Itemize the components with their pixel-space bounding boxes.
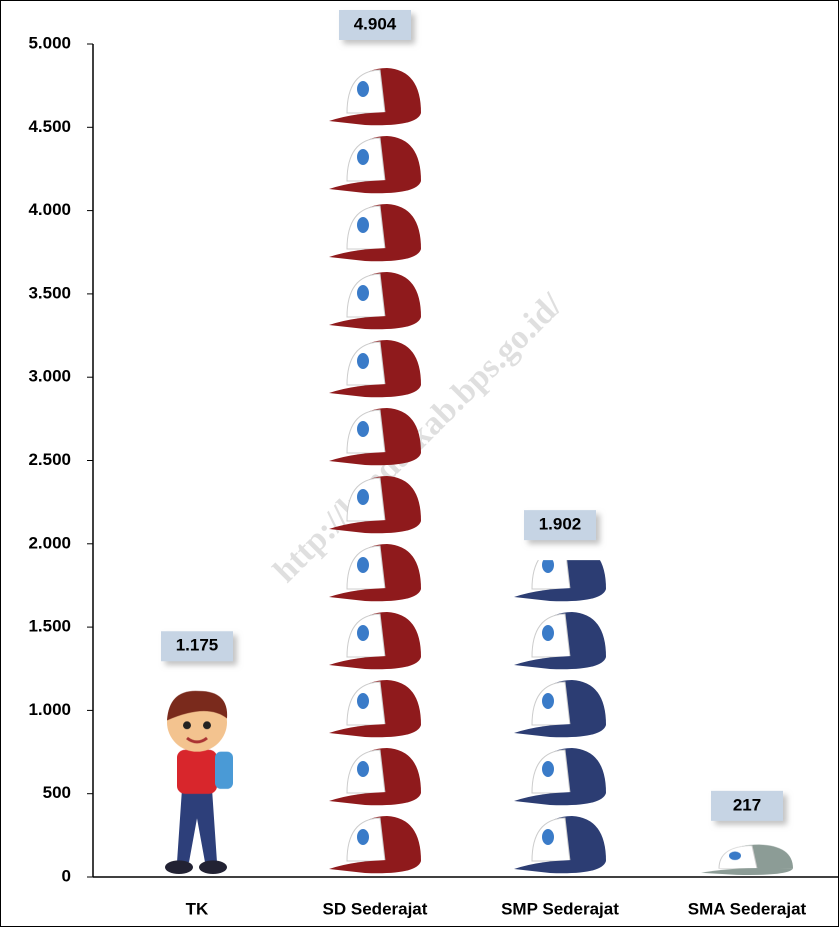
value-label: 1.175 xyxy=(176,636,219,655)
x-tick-label: SMP Sederajat xyxy=(501,899,619,918)
value-label-box xyxy=(339,9,411,40)
y-tick-label: 2.000 xyxy=(28,533,71,552)
y-tick-label: 2.500 xyxy=(28,450,71,469)
value-label-box xyxy=(161,631,233,662)
y-tick-label: 1.500 xyxy=(28,617,71,636)
y-tick-label: 500 xyxy=(43,783,71,802)
bar xyxy=(510,560,610,877)
value-label: 1.902 xyxy=(539,515,582,534)
y-tick-label: 4.500 xyxy=(28,117,71,136)
y-tick-label: 4.000 xyxy=(28,200,71,219)
x-tick-label: TK xyxy=(186,899,209,918)
y-tick-label: 3.500 xyxy=(28,283,71,302)
value-label: 4.904 xyxy=(354,14,397,33)
y-tick-label: 3.000 xyxy=(28,367,71,386)
y-tick-label: 1.000 xyxy=(28,700,71,719)
bar xyxy=(697,840,797,877)
y-tick-label: 5.000 xyxy=(28,33,71,52)
value-label: 217 xyxy=(733,795,761,814)
bar xyxy=(325,59,425,878)
x-tick-label: SMA Sederajat xyxy=(688,899,807,918)
value-label-box xyxy=(524,510,596,541)
x-tick-label: SD Sederajat xyxy=(323,899,428,918)
value-label-box xyxy=(711,790,783,821)
y-tick-label: 0 xyxy=(62,866,71,885)
bar xyxy=(147,681,247,877)
